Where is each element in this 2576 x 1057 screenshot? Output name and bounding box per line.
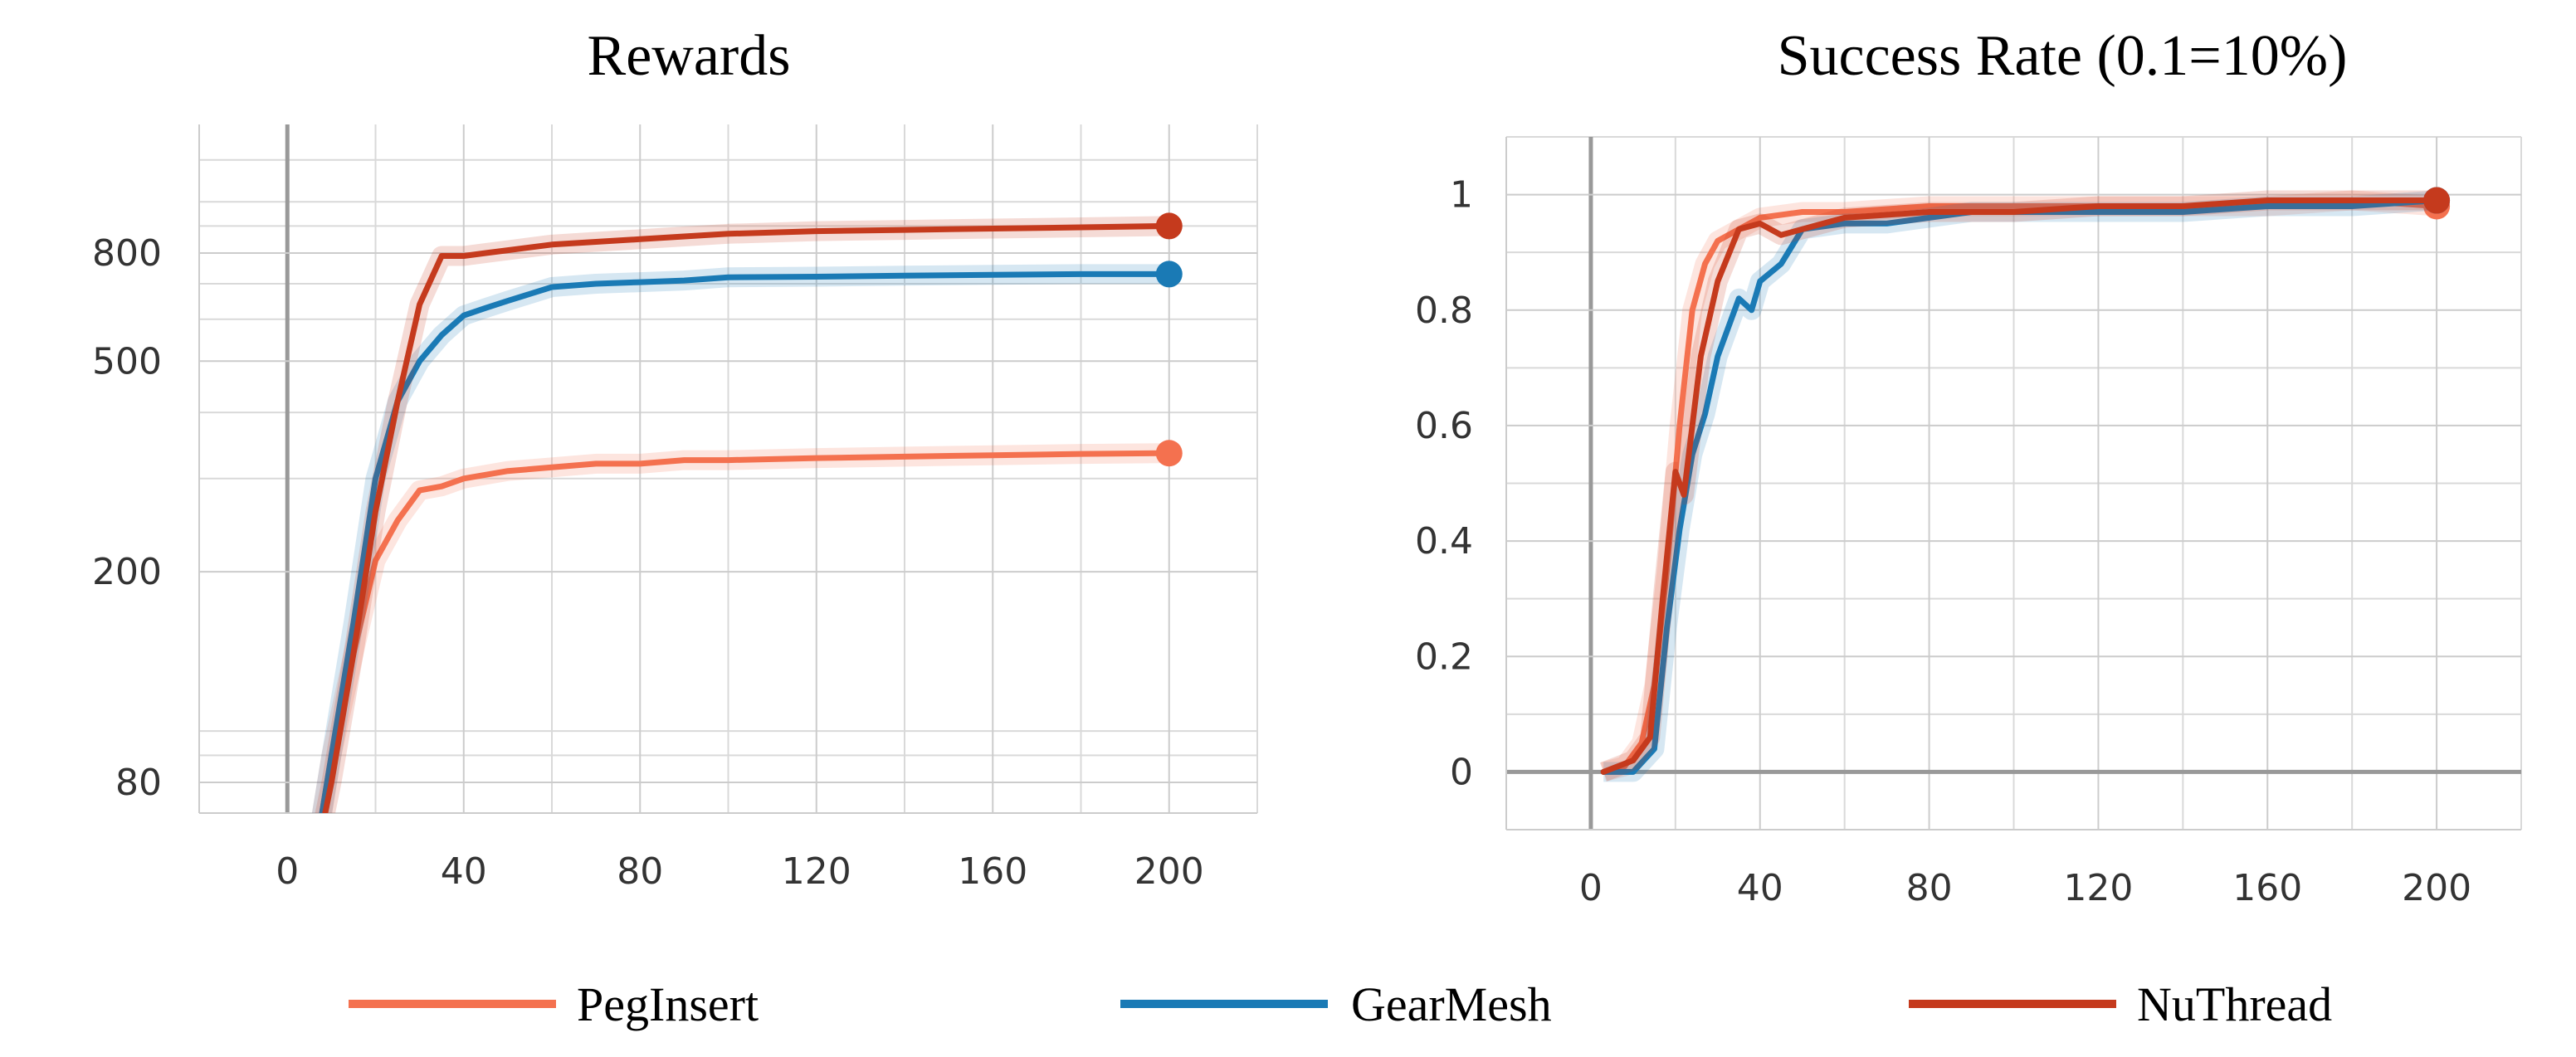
x-tick-label: 80	[1906, 867, 1953, 909]
success-rate-chart: Success Rate (0.1=10%) 0 40 80 120 160 200 0 0.2…	[1415, 24, 2522, 909]
series-line	[322, 222, 1173, 813]
grid	[1505, 136, 2522, 830]
series-line	[1600, 197, 2440, 775]
y-tick-label: 0.8	[1415, 290, 1473, 332]
chart-title: Success Rate (0.1=10%)	[1778, 24, 2348, 88]
x-tick-label: 40	[1737, 867, 1783, 909]
series-peginsert	[1600, 190, 2451, 782]
series-band	[311, 443, 1169, 813]
y-tick-label: 500	[92, 340, 162, 382]
series-band	[311, 264, 1169, 813]
series-line	[1600, 197, 2440, 775]
series-band	[1601, 190, 2437, 782]
legend-item-peginsert: PegInsert	[349, 977, 759, 1031]
series-nuthread	[1599, 187, 2451, 782]
x-tick-label: 120	[2063, 867, 2133, 909]
series-end-marker	[1155, 212, 1183, 240]
series-band	[1603, 190, 2437, 782]
series-line	[319, 450, 1173, 813]
legend-label-peginsert: PegInsert	[577, 977, 759, 1031]
series-end-marker	[2423, 187, 2451, 214]
chart-title: Rewards	[588, 24, 791, 88]
series-line	[319, 270, 1173, 813]
x-tick-label: 160	[2232, 867, 2302, 909]
y-tick-label: 0	[1450, 751, 1473, 793]
legend-item-nuthread: NuThread	[1909, 977, 2332, 1031]
y-tick-label: 80	[115, 762, 162, 804]
series-end-marker	[1155, 440, 1183, 467]
series-peginsert	[311, 440, 1183, 813]
series-nuthread	[315, 212, 1183, 813]
legend-item-gearmesh: GearMesh	[1120, 977, 1552, 1031]
series-band	[1599, 190, 2437, 782]
x-tick-label: 40	[441, 850, 487, 893]
legend-label-gearmesh: GearMesh	[1351, 977, 1552, 1031]
y-tick-label: 800	[92, 232, 162, 275]
series-end-marker	[1155, 261, 1183, 288]
rewards-chart: Rewards 0 40 80 120 160 200 80 200 500 800	[92, 24, 1258, 893]
y-tick-label: 200	[92, 551, 162, 593]
y-tick-label: 0.2	[1415, 636, 1473, 678]
x-tick-label: 160	[958, 850, 1027, 893]
x-tick-label: 0	[1579, 867, 1603, 909]
y-tick-label: 0.4	[1415, 520, 1473, 563]
series-gearmesh	[311, 261, 1183, 813]
y-tick-label: 1	[1450, 174, 1473, 217]
x-tick-label: 80	[617, 850, 663, 893]
x-tick-label: 120	[782, 850, 851, 893]
y-tick-label: 0.6	[1415, 405, 1473, 447]
legend: PegInsert GearMesh NuThread	[349, 977, 2332, 1031]
x-tick-label: 200	[1134, 850, 1204, 893]
x-tick-label: 0	[276, 850, 299, 893]
x-tick-label: 200	[2402, 867, 2471, 909]
series-line	[1600, 197, 2440, 775]
legend-label-nuthread: NuThread	[2137, 977, 2332, 1031]
